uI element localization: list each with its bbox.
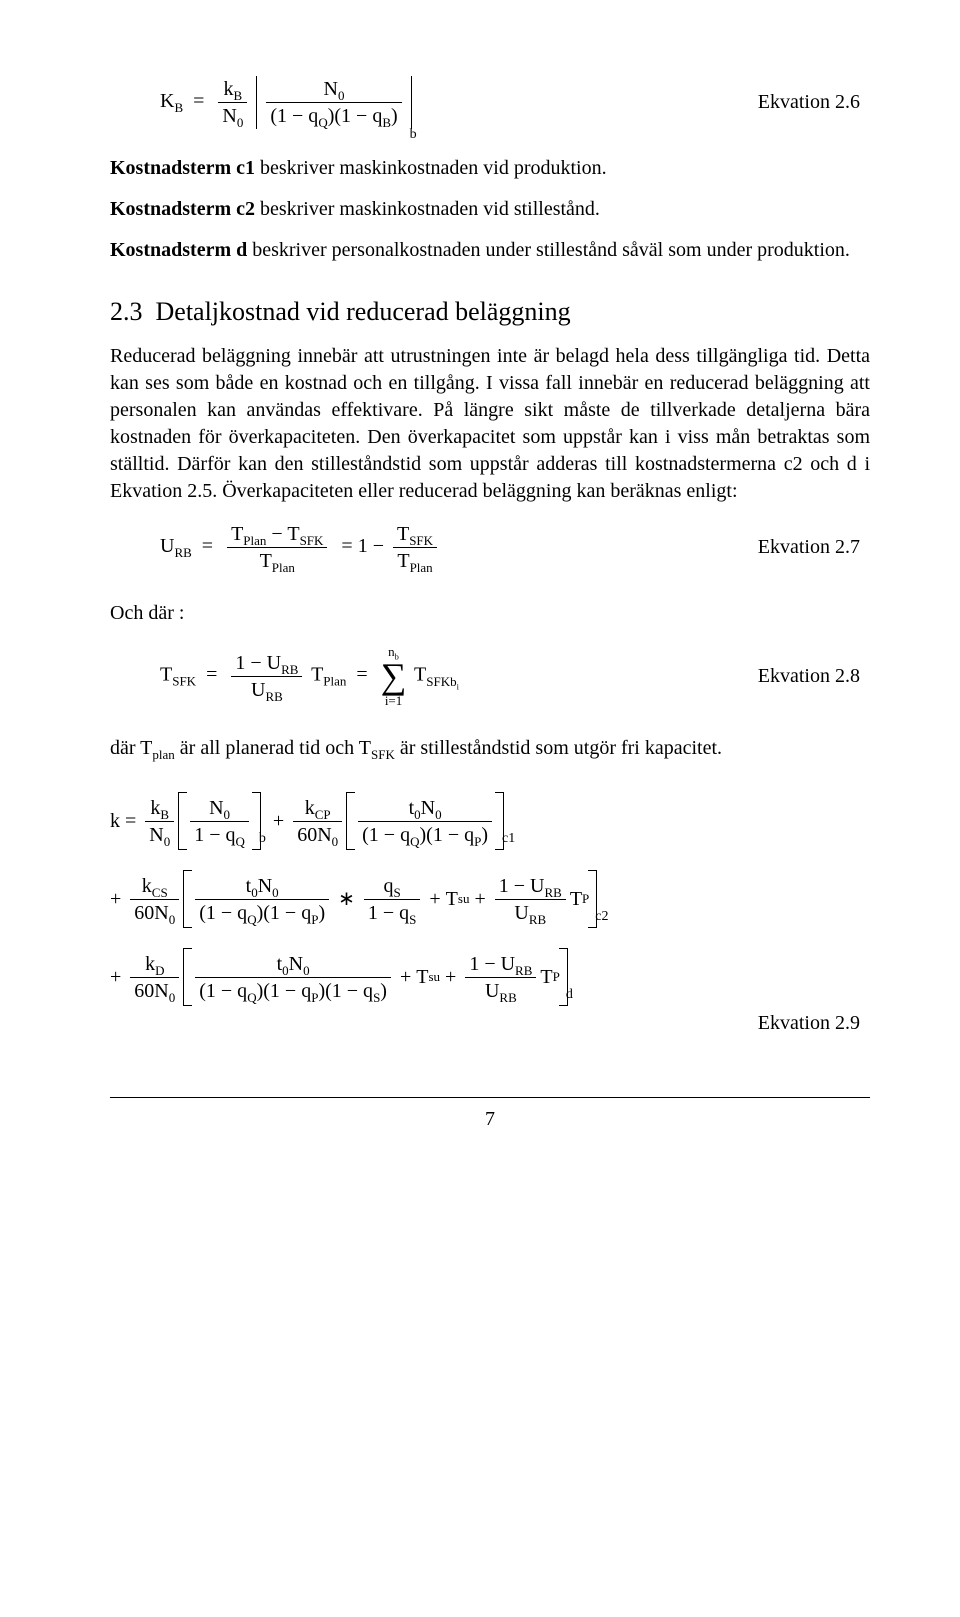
page-number: 7 [110,1106,870,1133]
equation-2-9: k = kB N0 N0 1 − qQ b + kCP 60N0 t0N0 (1… [110,792,870,1037]
eq-label-2-7: Ekvation 2.7 [758,534,870,561]
section-2-3-para: Reducerad beläggning innebär att utrustn… [110,343,870,505]
eq-label-2-8: Ekvation 2.8 [758,663,870,690]
section-2-3-heading: 2.3 Detaljkostnad vid reducerad beläggni… [110,294,870,329]
para-d: Kostnadsterm d beskriver personalkostnad… [110,237,870,264]
och-dar: Och där : [110,600,870,627]
mid-para: där Tplan är all planerad tid och TSFK ä… [110,735,870,762]
equation-2-7: URB = TPlan − TSFK TPlan = 1 − TSFK TPla… [110,523,441,572]
eq-label-2-9: Ekvation 2.9 [110,1010,870,1037]
footer-rule [110,1097,870,1098]
para-c2: Kostnadsterm c2 beskriver maskinkostnade… [110,196,870,223]
para-c1: Kostnadsterm c1 beskriver maskinkostnade… [110,155,870,182]
eq-label-2-6: Ekvation 2.6 [758,89,870,116]
equation-2-8: TSFK = 1 − URB URB TPlan = nb ∑ i=1 TSFK… [110,645,459,707]
equation-2-6: KB = kB N0 N0 (1 − qQ)(1 − qB) b [110,78,419,127]
